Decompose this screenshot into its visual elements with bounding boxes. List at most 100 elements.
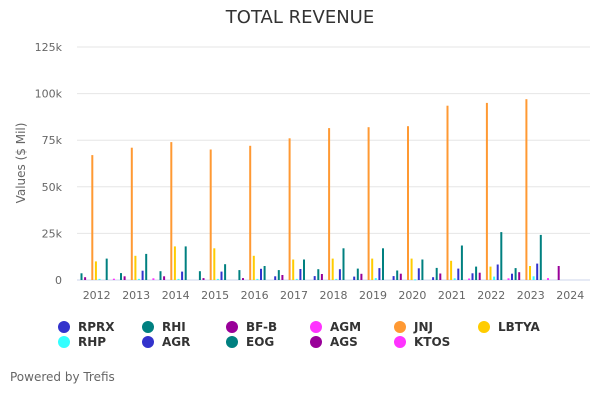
bar-eog-2023[interactable] [539, 234, 542, 280]
bar-bf-b-2022[interactable] [478, 272, 481, 280]
bar-rhp-2015[interactable] [216, 278, 219, 280]
bar-jnj-2020[interactable] [407, 126, 409, 280]
legend-item-lbtya[interactable]: LBTYA [478, 320, 540, 334]
legend-item-ags[interactable]: AGS [310, 335, 358, 349]
bar-agr-2017[interactable] [299, 269, 302, 280]
bar-bf-b-2019[interactable] [360, 273, 363, 280]
bar-lbtya-2016[interactable] [252, 255, 255, 280]
bar-agr-2016[interactable] [260, 268, 262, 280]
bar-jnj-2021[interactable] [446, 105, 449, 280]
bar-rhp-2017[interactable] [295, 278, 298, 280]
bar-rhp-2014[interactable] [177, 278, 180, 280]
bar-rhi-2020[interactable] [396, 270, 399, 281]
bar-agr-2023[interactable] [536, 263, 539, 280]
legend-item-rhp[interactable]: RHP [58, 335, 106, 349]
bar-rhi-2016[interactable] [238, 270, 241, 280]
bar-rprx-2017[interactable] [274, 276, 277, 280]
bar-bf-b-2014[interactable] [163, 276, 166, 280]
legend-item-agm[interactable]: AGM [310, 320, 361, 334]
bar-bf-b-2013[interactable] [123, 276, 126, 280]
bar-agr-2022[interactable] [496, 264, 499, 281]
bar-rhp-2023[interactable] [532, 276, 535, 280]
bar-lbtya-2023[interactable] [529, 266, 531, 280]
bar-bf-b-2021[interactable] [439, 273, 442, 281]
bar-jnj-2013[interactable] [130, 147, 133, 280]
bar-eog-2013[interactable] [145, 253, 148, 280]
bar-bf-b-2016[interactable] [242, 278, 244, 280]
bar-agr-2019[interactable] [378, 268, 381, 280]
bar-agr-2015[interactable] [220, 271, 223, 280]
legend-item-bf-b[interactable]: BF-B [226, 320, 277, 334]
bar-eog-2018[interactable] [342, 248, 345, 280]
bar-rhp-2022[interactable] [493, 276, 496, 280]
bar-eog-2019[interactable] [382, 248, 384, 280]
bar-rhi-2018[interactable] [317, 269, 320, 280]
bar-rhp-2012[interactable] [98, 278, 101, 280]
legend-item-rprx[interactable]: RPRX [58, 320, 115, 334]
bar-jnj-2023[interactable] [525, 99, 528, 280]
legend-item-eog[interactable]: EOG [226, 335, 274, 349]
bar-ktos-2023[interactable] [547, 278, 549, 280]
bar-jnj-2012[interactable] [91, 155, 94, 280]
bar-lbtya-2015[interactable] [213, 248, 216, 280]
bar-bf-b-2017[interactable] [281, 275, 284, 280]
bar-jnj-2018[interactable] [328, 128, 331, 280]
bar-rprx-2020[interactable] [392, 276, 395, 280]
bar-jnj-2017[interactable] [288, 138, 291, 280]
bar-jnj-2016[interactable] [249, 145, 252, 280]
bar-ktos-2021[interactable] [468, 278, 471, 281]
bar-eog-2014[interactable] [184, 246, 187, 280]
bar-rhi-2012[interactable] [80, 273, 83, 280]
legend-item-agr[interactable]: AGR [142, 335, 190, 349]
bar-lbtya-2019[interactable] [371, 258, 374, 280]
legend-item-ktos[interactable]: KTOS [394, 335, 450, 349]
bar-jnj-2014[interactable] [170, 142, 173, 280]
bar-eog-2017[interactable] [303, 259, 305, 281]
bar-ktos-2022[interactable] [507, 278, 510, 280]
bar-jnj-2019[interactable] [367, 127, 370, 280]
bar-rhi-2023[interactable] [514, 268, 517, 280]
bar-bf-b-2020[interactable] [399, 273, 402, 280]
bar-bf-b-2012[interactable] [84, 277, 87, 280]
bar-rhp-2021[interactable] [453, 278, 456, 280]
bar-agr-2021[interactable] [457, 268, 460, 280]
bar-eog-2012[interactable] [105, 258, 108, 280]
legend-item-rhi[interactable]: RHI [142, 320, 186, 334]
bar-bf-b-2018[interactable] [320, 274, 323, 280]
bar-rhi-2014[interactable] [159, 271, 162, 280]
bar-agr-2013[interactable] [141, 270, 144, 280]
bar-rprx-2021[interactable] [432, 277, 435, 280]
bar-rprx-2018[interactable] [313, 276, 316, 280]
bar-eog-2022[interactable] [500, 232, 503, 280]
bar-bf-b-2024[interactable] [557, 266, 560, 280]
bar-eog-2021[interactable] [460, 245, 463, 281]
bar-eog-2015[interactable] [224, 264, 227, 280]
bar-bf-b-2015[interactable] [202, 278, 205, 280]
bar-rhi-2015[interactable] [198, 271, 201, 280]
bar-lbtya-2014[interactable] [173, 246, 176, 280]
bar-eog-2020[interactable] [421, 259, 424, 281]
bar-jnj-2022[interactable] [485, 102, 488, 281]
bar-lbtya-2020[interactable] [410, 258, 413, 280]
bar-ktos-2012[interactable] [112, 278, 115, 280]
bar-rhi-2013[interactable] [120, 273, 122, 280]
legend-item-jnj[interactable]: JNJ [394, 320, 433, 334]
bar-lbtya-2018[interactable] [331, 258, 334, 280]
bar-rhp-2013[interactable] [138, 278, 140, 280]
bar-bf-b-2023[interactable] [518, 272, 521, 280]
bar-lbtya-2021[interactable] [450, 260, 453, 280]
bar-lbtya-2022[interactable] [489, 266, 492, 280]
bar-lbtya-2012[interactable] [94, 261, 97, 280]
bar-ktos-2013[interactable] [152, 278, 155, 280]
bar-lbtya-2017[interactable] [292, 259, 295, 281]
bar-rprx-2019[interactable] [353, 276, 356, 280]
bar-jnj-2015[interactable] [209, 149, 212, 281]
bar-rhp-2020[interactable] [414, 279, 417, 281]
bar-rhi-2019[interactable] [356, 268, 359, 280]
bar-rhi-2017[interactable] [277, 270, 280, 280]
bar-rhi-2022[interactable] [475, 266, 478, 280]
bar-agr-2020[interactable] [417, 268, 420, 280]
bar-eog-2016[interactable] [263, 266, 266, 280]
bar-rhp-2018[interactable] [335, 278, 338, 280]
bar-agr-2014[interactable] [181, 271, 184, 280]
